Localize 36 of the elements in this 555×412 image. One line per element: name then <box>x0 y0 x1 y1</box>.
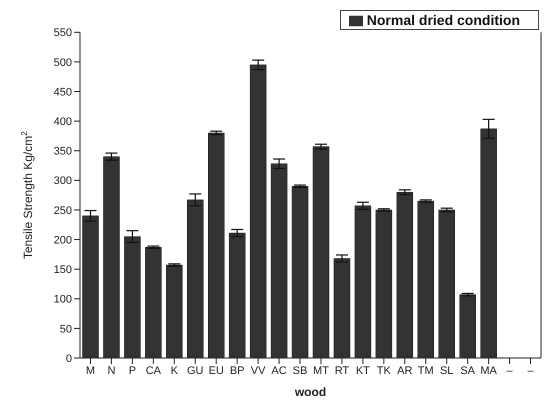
x-tick-label: CA <box>146 364 162 377</box>
x-tick-label: – <box>527 364 534 377</box>
x-tick-label: SA <box>460 364 476 377</box>
x-tick-label: TM <box>418 364 434 377</box>
y-tick-label: 400 <box>54 116 72 128</box>
y-tick-label: 0 <box>66 352 72 365</box>
y-tick-label: 150 <box>54 264 72 276</box>
y-tick-label: 100 <box>54 294 72 306</box>
x-tick-label: AC <box>271 364 287 377</box>
legend-label: Normal dried condition <box>366 12 520 28</box>
x-tick-label: M <box>86 364 96 377</box>
x-tick-label: GU <box>187 364 204 377</box>
x-axis-title: wood <box>294 385 326 399</box>
x-tick-label: RT <box>334 364 350 377</box>
y-tick-label: 300 <box>54 175 72 188</box>
x-tick-label: VV <box>250 364 266 377</box>
y-tick-label: 200 <box>54 234 72 246</box>
y-tick-label: 450 <box>54 86 72 98</box>
x-tick-label: – <box>506 364 514 377</box>
x-tick-label: SB <box>292 364 308 377</box>
y-tick-label: 550 <box>54 27 72 40</box>
y-tick-label: 250 <box>54 204 72 217</box>
x-tick-label: BP <box>230 364 245 377</box>
x-tick-label: TK <box>376 364 392 377</box>
x-tick-label: EU <box>208 364 224 377</box>
x-tick-label: P <box>128 364 136 377</box>
x-tick-label: N <box>107 364 116 377</box>
y-tick-label: 50 <box>60 323 72 336</box>
x-tick-label: MA <box>480 364 498 377</box>
x-tick-label: SL <box>440 364 454 377</box>
x-tick-label: AR <box>397 364 412 377</box>
x-tick-label: K <box>170 364 179 377</box>
y-tick-label: 350 <box>54 146 72 158</box>
x-tick-label: MT <box>313 364 330 377</box>
x-tick-label: KT <box>356 364 370 377</box>
y-tick-label: 500 <box>54 56 72 69</box>
